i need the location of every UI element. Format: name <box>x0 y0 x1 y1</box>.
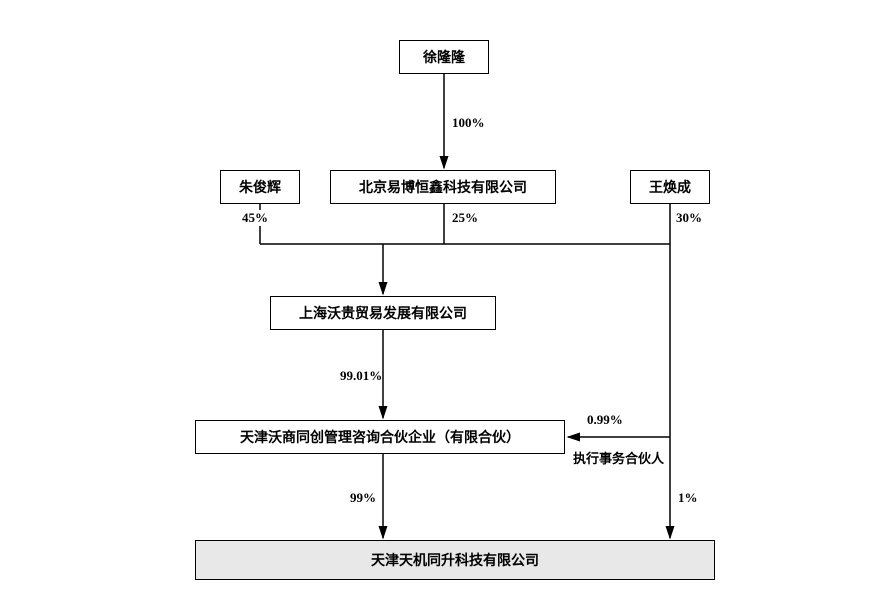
edge-label-25: 25% <box>452 210 478 226</box>
node-shanghai-label: 上海沃贵贸易发展有限公司 <box>299 303 467 323</box>
node-zhu: 朱俊辉 <box>220 170 300 204</box>
edge-label-30: 30% <box>676 210 702 226</box>
edge-sublabel-partner: 执行事务合伙人 <box>573 448 664 467</box>
node-beijing-label: 北京易博恒鑫科技有限公司 <box>359 177 527 197</box>
node-tianjin1: 天津沃商同创管理咨询合伙企业（有限合伙） <box>195 420 565 454</box>
edge-label-1: 1% <box>678 490 698 506</box>
edge-label-100: 100% <box>452 115 485 131</box>
node-wang-label: 王焕成 <box>649 177 691 197</box>
edge-label-99: 99% <box>350 490 376 506</box>
edge-label-45: 45% <box>242 210 268 226</box>
node-tianjin2: 天津天机同升科技有限公司 <box>195 540 715 580</box>
node-zhu-label: 朱俊辉 <box>239 177 281 197</box>
node-tianjin2-label: 天津天机同升科技有限公司 <box>371 550 539 570</box>
node-shanghai: 上海沃贵贸易发展有限公司 <box>270 296 496 330</box>
edge-label-9901: 99.01% <box>340 368 382 384</box>
node-tianjin1-label: 天津沃商同创管理咨询合伙企业（有限合伙） <box>240 427 520 447</box>
edge-label-099: 0.99% <box>587 412 623 428</box>
node-beijing: 北京易博恒鑫科技有限公司 <box>330 170 556 204</box>
node-xu: 徐隆隆 <box>399 40 489 74</box>
node-wang: 王焕成 <box>630 170 710 204</box>
node-xu-label: 徐隆隆 <box>423 47 465 67</box>
